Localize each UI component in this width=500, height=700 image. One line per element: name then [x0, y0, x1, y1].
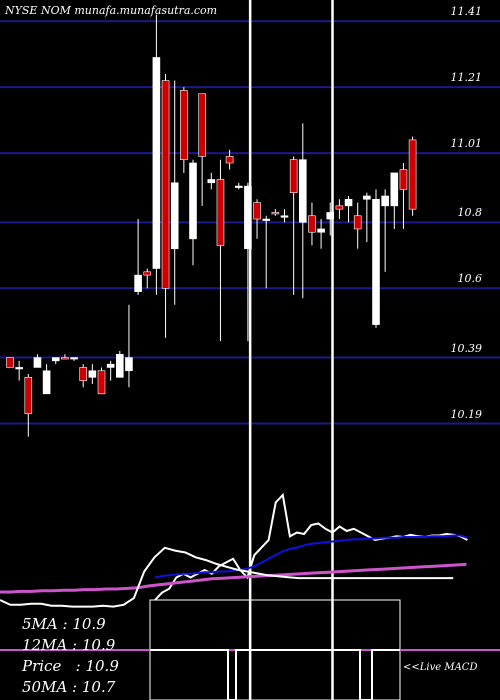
candle-body: [15, 367, 23, 370]
y-tick-label: 11.01: [450, 137, 483, 151]
watermark: NYSE NOM munafa.munafasutra.com: [5, 4, 218, 17]
y-tick-label: 10.6: [457, 272, 483, 286]
candle-body: [289, 159, 298, 193]
candle-body: [170, 182, 179, 250]
candle-body: [116, 353, 124, 378]
candle-body: [262, 218, 271, 221]
macd-step-line: [150, 649, 400, 700]
candle-body: [399, 169, 408, 190]
candle-body: [51, 357, 60, 362]
candle-body: [161, 80, 170, 289]
candle-body: [280, 215, 289, 218]
price-stat: Price : 10.9: [22, 657, 119, 675]
candle-body: [225, 156, 234, 164]
ma50-stat: 50MA : 10.7: [22, 678, 116, 696]
candle-body: [180, 90, 188, 160]
macd-line: [0, 546, 454, 608]
candle-body: [234, 185, 243, 188]
candle-body: [79, 367, 87, 381]
candle-body: [253, 202, 261, 220]
candle-body: [390, 172, 399, 207]
candle-body: [70, 357, 78, 360]
candle-body: [216, 179, 225, 246]
candle-body: [106, 363, 115, 368]
y-tick-label: 10.8: [457, 206, 483, 220]
macd-label: <<Live MACD: [403, 662, 478, 673]
candle-body: [152, 57, 161, 269]
candle-body: [97, 370, 106, 395]
y-tick-label: 10.19: [450, 407, 483, 421]
candle-body: [61, 357, 69, 360]
highlight-lines: [248, 0, 334, 700]
candle-body: [24, 377, 33, 414]
candle-body: [33, 357, 42, 368]
candle-body: [372, 198, 380, 325]
y-tick-label: 11.41: [450, 5, 483, 19]
ma-line-12MA: [154, 534, 468, 579]
candle-body: [88, 370, 97, 378]
candle-body: [271, 212, 280, 215]
candle-body: [125, 357, 133, 372]
candle-body: [363, 195, 371, 200]
candlestick-series: [6, 14, 417, 437]
candle-body: [381, 195, 389, 207]
y-tick-label: 10.39: [450, 341, 483, 355]
macd-panel: [0, 599, 500, 700]
candle-body: [207, 179, 216, 184]
candle-body: [308, 215, 316, 233]
candle-body: [198, 93, 206, 157]
candle-body: [335, 205, 344, 210]
candle-body: [344, 198, 353, 207]
candle-body: [317, 228, 325, 233]
ma5-stat: 5MA : 10.9: [22, 615, 106, 633]
candle-body: [353, 215, 362, 230]
stats-panel: 5MA : 10.9 12MA : 10.9 Price : 10.9 50MA…: [22, 614, 119, 698]
candle-body: [298, 159, 307, 223]
ma-line-50: [0, 562, 467, 594]
ma-line-5MA: [154, 492, 468, 601]
moving-average-lines: [0, 492, 468, 608]
ma12-stat: 12MA : 10.9: [22, 636, 116, 654]
candle-body: [6, 357, 14, 368]
candle-body: [408, 139, 417, 210]
y-tick-label: 11.21: [450, 71, 483, 85]
candle-body: [42, 370, 51, 395]
candle-body: [189, 162, 197, 240]
candle-body: [134, 274, 142, 292]
candle-body: [143, 271, 152, 276]
